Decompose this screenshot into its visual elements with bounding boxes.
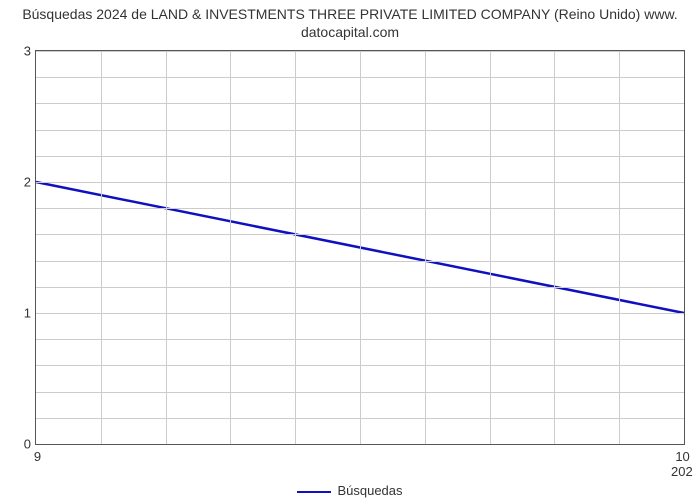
ytick-label: 0 <box>16 437 31 452</box>
gridline-v <box>360 51 361 444</box>
title-line-2: datocapital.com <box>301 24 399 40</box>
ytick-label: 3 <box>16 44 31 59</box>
gridline-v <box>295 51 296 444</box>
title-line-1: Búsquedas 2024 de LAND & INVESTMENTS THR… <box>22 6 677 22</box>
ytick-label: 2 <box>16 175 31 190</box>
chart-title: Búsquedas 2024 de LAND & INVESTMENTS THR… <box>0 0 700 41</box>
gridline-v <box>490 51 491 444</box>
legend-label: Búsquedas <box>337 483 402 498</box>
gridline-v <box>425 51 426 444</box>
gridline-v <box>554 51 555 444</box>
xtick-label: 9 <box>34 449 41 464</box>
legend: Búsquedas <box>0 483 700 498</box>
legend-swatch <box>297 491 331 493</box>
gridline-v <box>101 51 102 444</box>
xtick-label: 10 <box>675 449 689 464</box>
xtick-secondary: 202 <box>671 464 693 479</box>
ytick-label: 1 <box>16 306 31 321</box>
gridline-v <box>619 51 620 444</box>
chart-container: Búsquedas 2024 de LAND & INVESTMENTS THR… <box>0 0 700 500</box>
gridline-v <box>166 51 167 444</box>
plot-area: 0123910202 <box>35 50 685 445</box>
gridline-v <box>230 51 231 444</box>
